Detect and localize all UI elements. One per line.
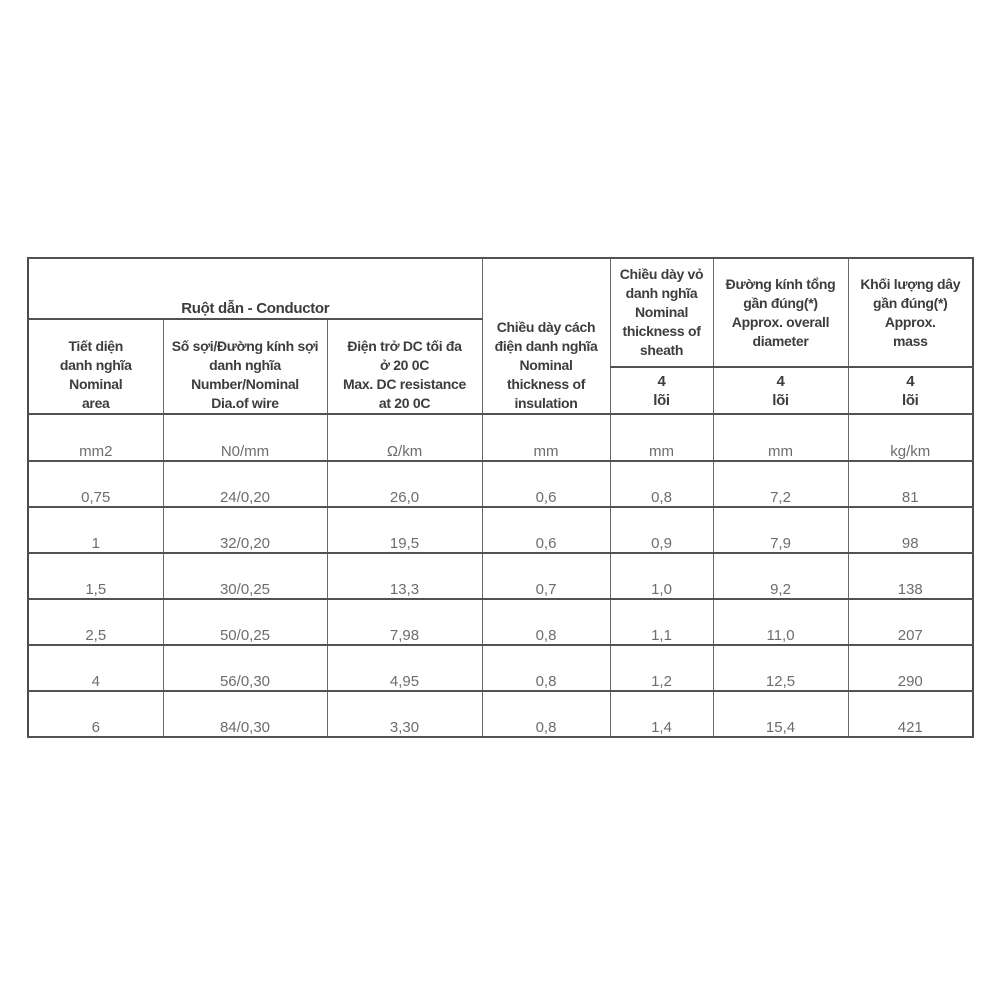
units-row: mm2 N0/mm Ω/km mm mm mm kg/km bbox=[27, 413, 974, 462]
cell-resistance: 4,95 bbox=[326, 644, 483, 692]
cell-mass: 98 bbox=[847, 506, 974, 554]
data-row: 6 84/0,30 3,30 0,8 1,4 15,4 421 bbox=[27, 690, 974, 738]
cell-sheath: 1,2 bbox=[609, 644, 714, 692]
header-nominal-area: Tiết diện danh nghĩa Nominal area bbox=[27, 318, 164, 415]
cell-insulation: 0,6 bbox=[481, 460, 611, 508]
cell-number-dia: 56/0,30 bbox=[162, 644, 328, 692]
data-row: 0,75 24/0,20 26,0 0,6 0,8 7,2 81 bbox=[27, 460, 974, 508]
unit-mass: kg/km bbox=[847, 413, 974, 462]
cell-diameter: 9,2 bbox=[712, 552, 849, 600]
cell-area: 6 bbox=[27, 690, 164, 738]
cell-resistance: 13,3 bbox=[326, 552, 483, 600]
header-approx-mass: Khối lượng dây gần đúng(*) Approx. mass bbox=[847, 257, 974, 368]
cell-resistance: 7,98 bbox=[326, 598, 483, 646]
cell-number-dia: 84/0,30 bbox=[162, 690, 328, 738]
cell-mass: 81 bbox=[847, 460, 974, 508]
unit-diameter: mm bbox=[712, 413, 849, 462]
data-row: 1 32/0,20 19,5 0,6 0,9 7,9 98 bbox=[27, 506, 974, 554]
unit-number-dia: N0/mm bbox=[162, 413, 328, 462]
core-count-mass: 4 lõi bbox=[847, 366, 974, 415]
header-row-group: Ruột dẫn - Conductor Chiều dày cách điện… bbox=[27, 257, 974, 415]
cell-area: 4 bbox=[27, 644, 164, 692]
header-row-cores: 4 lõi 4 lõi 4 lõi bbox=[28, 366, 974, 415]
cell-sheath: 1,0 bbox=[609, 552, 714, 600]
cell-insulation: 0,7 bbox=[481, 552, 611, 600]
data-row: 1,5 30/0,25 13,3 0,7 1,0 9,2 138 bbox=[27, 552, 974, 600]
unit-area: mm2 bbox=[27, 413, 164, 462]
cell-diameter: 7,2 bbox=[712, 460, 849, 508]
cell-mass: 138 bbox=[847, 552, 974, 600]
cell-sheath: 0,9 bbox=[609, 506, 714, 554]
header-dc-resistance: Điện trở DC tối đa ở 20 0C Max. DC resis… bbox=[326, 318, 483, 415]
cell-area: 0,75 bbox=[27, 460, 164, 508]
cell-number-dia: 30/0,25 bbox=[162, 552, 328, 600]
unit-resistance: Ω/km bbox=[326, 413, 483, 462]
cell-area: 2,5 bbox=[27, 598, 164, 646]
header-row-sub: Tiết diện danh nghĩa Nominal area Số sợi… bbox=[27, 318, 973, 415]
cable-spec-table: Ruột dẫn - Conductor Chiều dày cách điện… bbox=[27, 257, 975, 738]
core-count-sheath: 4 lõi bbox=[609, 366, 714, 415]
cell-number-dia: 24/0,20 bbox=[162, 460, 328, 508]
cell-diameter: 7,9 bbox=[712, 506, 849, 554]
cell-mass: 207 bbox=[847, 598, 974, 646]
core-count-diameter: 4 lõi bbox=[712, 366, 849, 415]
data-row: 2,5 50/0,25 7,98 0,8 1,1 11,0 207 bbox=[27, 598, 974, 646]
cell-resistance: 19,5 bbox=[326, 506, 483, 554]
cell-diameter: 12,5 bbox=[712, 644, 849, 692]
cell-insulation: 0,8 bbox=[481, 598, 611, 646]
unit-sheath: mm bbox=[609, 413, 714, 462]
cell-diameter: 15,4 bbox=[712, 690, 849, 738]
cell-sheath: 1,4 bbox=[609, 690, 714, 738]
header-sheath-thickness: Chiều dày vỏ danh nghĩa Nominal thicknes… bbox=[609, 257, 714, 368]
cell-sheath: 0,8 bbox=[609, 460, 714, 508]
cell-resistance: 3,30 bbox=[326, 690, 483, 738]
header-number-nominal-dia: Số sợi/Đường kính sợi danh nghĩa Number/… bbox=[162, 318, 328, 415]
unit-insulation: mm bbox=[481, 413, 611, 462]
cell-area: 1,5 bbox=[27, 552, 164, 600]
cell-insulation: 0,8 bbox=[481, 644, 611, 692]
cell-insulation: 0,6 bbox=[481, 506, 611, 554]
cell-number-dia: 50/0,25 bbox=[162, 598, 328, 646]
cell-diameter: 11,0 bbox=[712, 598, 849, 646]
cell-sheath: 1,1 bbox=[609, 598, 714, 646]
header-insulation-thickness: Chiều dày cách điện danh nghĩa Nominal t… bbox=[481, 257, 611, 415]
cell-mass: 421 bbox=[847, 690, 974, 738]
cell-area: 1 bbox=[27, 506, 164, 554]
data-row: 4 56/0,30 4,95 0,8 1,2 12,5 290 bbox=[27, 644, 974, 692]
cell-number-dia: 32/0,20 bbox=[162, 506, 328, 554]
header-overall-diameter: Đường kính tổng gần đúng(*) Approx. over… bbox=[712, 257, 849, 368]
cell-mass: 290 bbox=[847, 644, 974, 692]
cell-resistance: 26,0 bbox=[326, 460, 483, 508]
group-header-conductor: Ruột dẫn - Conductor bbox=[27, 257, 483, 320]
cell-insulation: 0,8 bbox=[481, 690, 611, 738]
